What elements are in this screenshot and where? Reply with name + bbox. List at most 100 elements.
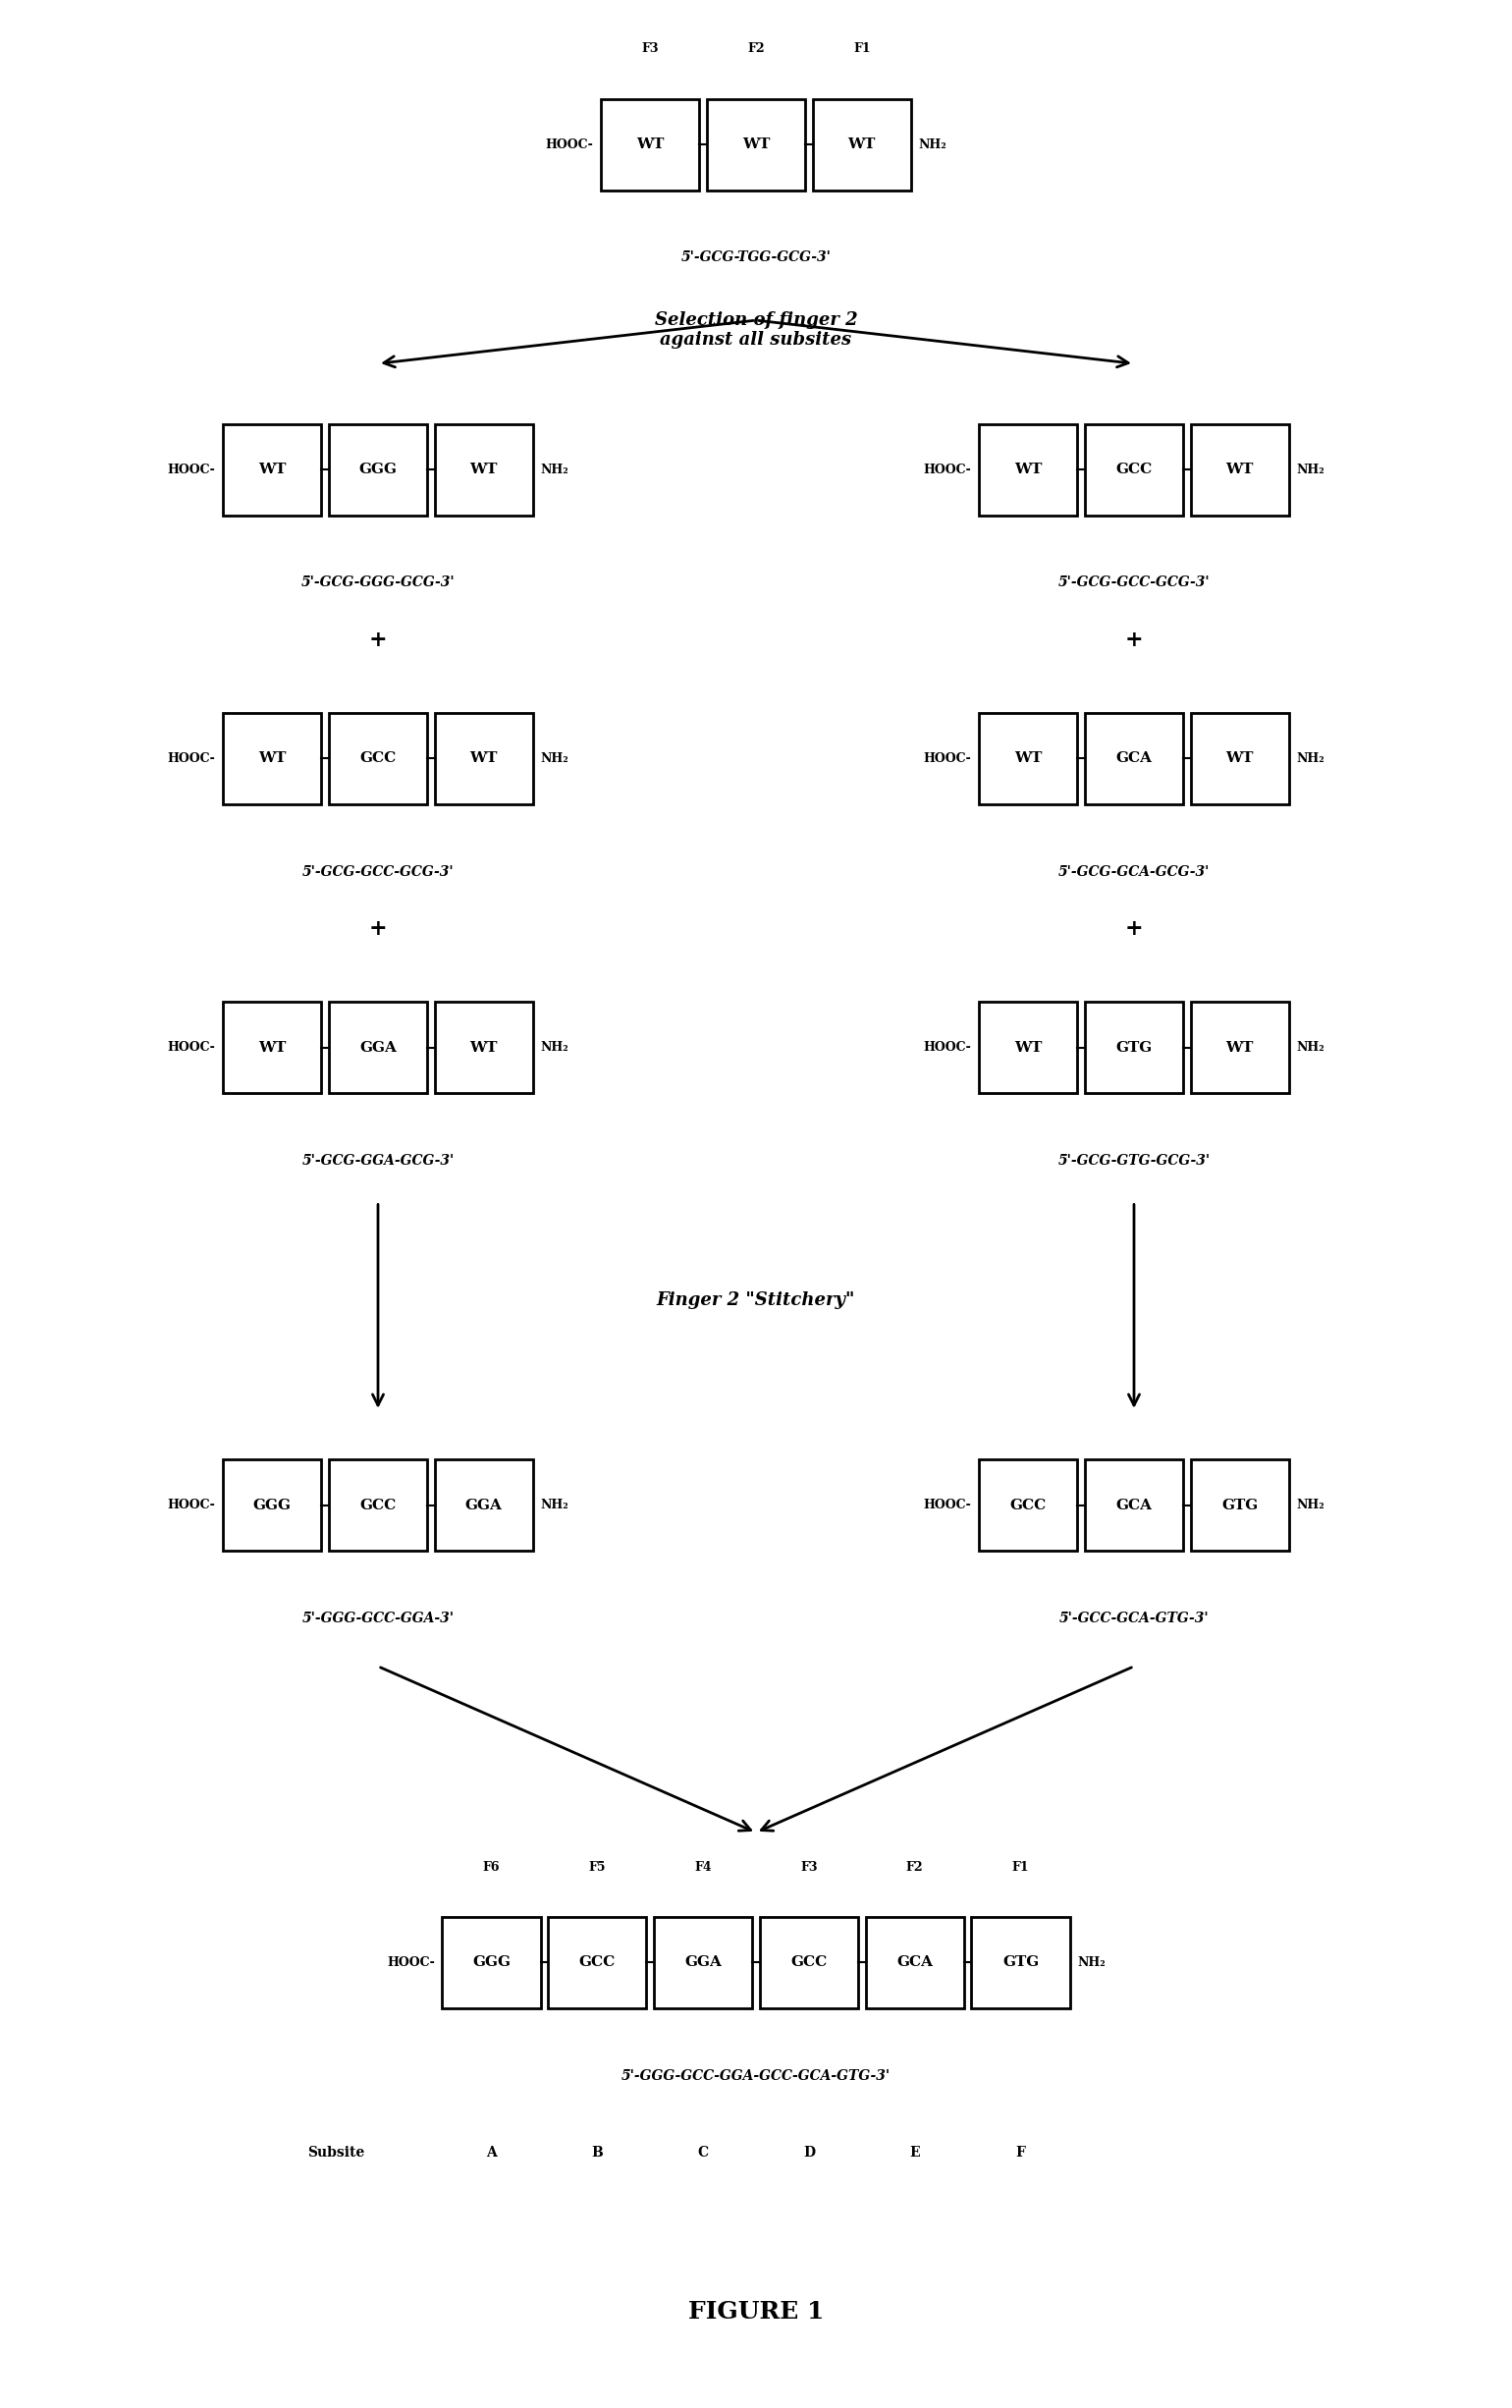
- Text: NH₂: NH₂: [1077, 1955, 1105, 1970]
- Text: Finger 2 "Stitchery": Finger 2 "Stitchery": [656, 1291, 856, 1310]
- Text: WT: WT: [1015, 1040, 1042, 1055]
- FancyBboxPatch shape: [980, 713, 1077, 804]
- FancyBboxPatch shape: [980, 1002, 1077, 1093]
- Text: WT: WT: [1015, 751, 1042, 766]
- FancyBboxPatch shape: [1191, 424, 1288, 515]
- Text: C: C: [697, 2146, 709, 2160]
- Text: HOOC-: HOOC-: [168, 462, 215, 477]
- FancyBboxPatch shape: [442, 1917, 541, 2008]
- Text: GCC: GCC: [579, 1955, 615, 1970]
- Text: F1: F1: [853, 43, 871, 55]
- Text: HOOC-: HOOC-: [924, 751, 971, 766]
- Text: GTG: GTG: [1116, 1040, 1152, 1055]
- Text: WT: WT: [470, 751, 497, 766]
- Text: WT: WT: [1226, 1040, 1253, 1055]
- Text: 5'-GGG-GCC-GGA-3': 5'-GGG-GCC-GGA-3': [302, 1611, 454, 1625]
- Text: NH₂: NH₂: [541, 1040, 569, 1055]
- Text: GGG: GGG: [472, 1955, 511, 1970]
- FancyBboxPatch shape: [224, 424, 321, 515]
- Text: F: F: [1016, 2146, 1025, 2160]
- Text: HOOC-: HOOC-: [546, 137, 593, 152]
- Text: F3: F3: [800, 1861, 818, 1873]
- Text: NH₂: NH₂: [1296, 1040, 1325, 1055]
- Text: NH₂: NH₂: [1296, 1498, 1325, 1512]
- Text: WT: WT: [1226, 751, 1253, 766]
- Text: 5'-GCG-GTG-GCG-3': 5'-GCG-GTG-GCG-3': [1058, 1153, 1210, 1168]
- Text: FIGURE 1: FIGURE 1: [688, 2300, 824, 2324]
- FancyBboxPatch shape: [1086, 424, 1182, 515]
- FancyBboxPatch shape: [600, 99, 699, 190]
- Text: GCA: GCA: [1116, 751, 1152, 766]
- Text: +: +: [369, 920, 387, 939]
- Text: Selection of finger 2
against all subsites: Selection of finger 2 against all subsit…: [655, 311, 857, 349]
- Text: HOOC-: HOOC-: [387, 1955, 435, 1970]
- Text: WT: WT: [848, 137, 875, 152]
- FancyBboxPatch shape: [224, 1459, 321, 1551]
- Text: GTG: GTG: [1222, 1498, 1258, 1512]
- Text: WT: WT: [259, 751, 286, 766]
- Text: HOOC-: HOOC-: [924, 462, 971, 477]
- FancyBboxPatch shape: [813, 99, 910, 190]
- Text: GCC: GCC: [360, 751, 396, 766]
- Text: 5'-GCG-GCA-GCG-3': 5'-GCG-GCA-GCG-3': [1058, 864, 1210, 879]
- FancyBboxPatch shape: [435, 713, 534, 804]
- Text: GCC: GCC: [1010, 1498, 1046, 1512]
- FancyBboxPatch shape: [1191, 713, 1288, 804]
- Text: +: +: [1125, 631, 1143, 650]
- Text: F3: F3: [641, 43, 659, 55]
- Text: F1: F1: [1012, 1861, 1030, 1873]
- Text: A: A: [487, 2146, 496, 2160]
- FancyBboxPatch shape: [330, 424, 426, 515]
- Text: 5'-GCG-GGA-GCG-3': 5'-GCG-GGA-GCG-3': [302, 1153, 454, 1168]
- FancyBboxPatch shape: [224, 713, 321, 804]
- Text: 5'-GCC-GCA-GTG-3': 5'-GCC-GCA-GTG-3': [1058, 1611, 1210, 1625]
- FancyBboxPatch shape: [653, 1917, 753, 2008]
- Text: F4: F4: [694, 1861, 712, 1873]
- Text: E: E: [910, 2146, 919, 2160]
- Text: GGG: GGG: [358, 462, 398, 477]
- FancyBboxPatch shape: [972, 1917, 1070, 2008]
- Text: F2: F2: [747, 43, 765, 55]
- Text: F6: F6: [482, 1861, 500, 1873]
- Text: 5'-GCG-GCC-GCG-3': 5'-GCG-GCC-GCG-3': [1058, 576, 1210, 590]
- FancyBboxPatch shape: [435, 1459, 534, 1551]
- Text: GCA: GCA: [897, 1955, 933, 1970]
- Text: Subsite: Subsite: [308, 2146, 364, 2160]
- FancyBboxPatch shape: [980, 1459, 1077, 1551]
- Text: 5'-GCG-GCC-GCG-3': 5'-GCG-GCC-GCG-3': [302, 864, 454, 879]
- Text: HOOC-: HOOC-: [168, 751, 215, 766]
- Text: HOOC-: HOOC-: [168, 1040, 215, 1055]
- Text: 5'-GCG-GGG-GCG-3': 5'-GCG-GGG-GCG-3': [301, 576, 455, 590]
- FancyBboxPatch shape: [330, 1459, 426, 1551]
- Text: HOOC-: HOOC-: [924, 1040, 971, 1055]
- Text: HOOC-: HOOC-: [924, 1498, 971, 1512]
- Text: WT: WT: [742, 137, 770, 152]
- Text: GGG: GGG: [253, 1498, 292, 1512]
- Text: F5: F5: [588, 1861, 606, 1873]
- Text: WT: WT: [259, 1040, 286, 1055]
- Text: GCC: GCC: [791, 1955, 827, 1970]
- FancyBboxPatch shape: [865, 1917, 965, 2008]
- Text: GCA: GCA: [1116, 1498, 1152, 1512]
- FancyBboxPatch shape: [435, 1002, 534, 1093]
- Text: NH₂: NH₂: [541, 462, 569, 477]
- Text: GCC: GCC: [360, 1498, 396, 1512]
- Text: GTG: GTG: [1002, 1955, 1039, 1970]
- Text: +: +: [1125, 920, 1143, 939]
- Text: NH₂: NH₂: [541, 751, 569, 766]
- FancyBboxPatch shape: [330, 1002, 426, 1093]
- Text: WT: WT: [1226, 462, 1253, 477]
- Text: WT: WT: [637, 137, 664, 152]
- Text: HOOC-: HOOC-: [168, 1498, 215, 1512]
- Text: WT: WT: [470, 462, 497, 477]
- Text: 5'-GCG-TGG-GCG-3': 5'-GCG-TGG-GCG-3': [680, 250, 832, 265]
- FancyBboxPatch shape: [1086, 1459, 1182, 1551]
- Text: WT: WT: [259, 462, 286, 477]
- FancyBboxPatch shape: [1086, 1002, 1182, 1093]
- FancyBboxPatch shape: [706, 99, 804, 190]
- Text: NH₂: NH₂: [541, 1498, 569, 1512]
- Text: F2: F2: [906, 1861, 924, 1873]
- FancyBboxPatch shape: [330, 713, 426, 804]
- FancyBboxPatch shape: [980, 424, 1077, 515]
- Text: B: B: [591, 2146, 603, 2160]
